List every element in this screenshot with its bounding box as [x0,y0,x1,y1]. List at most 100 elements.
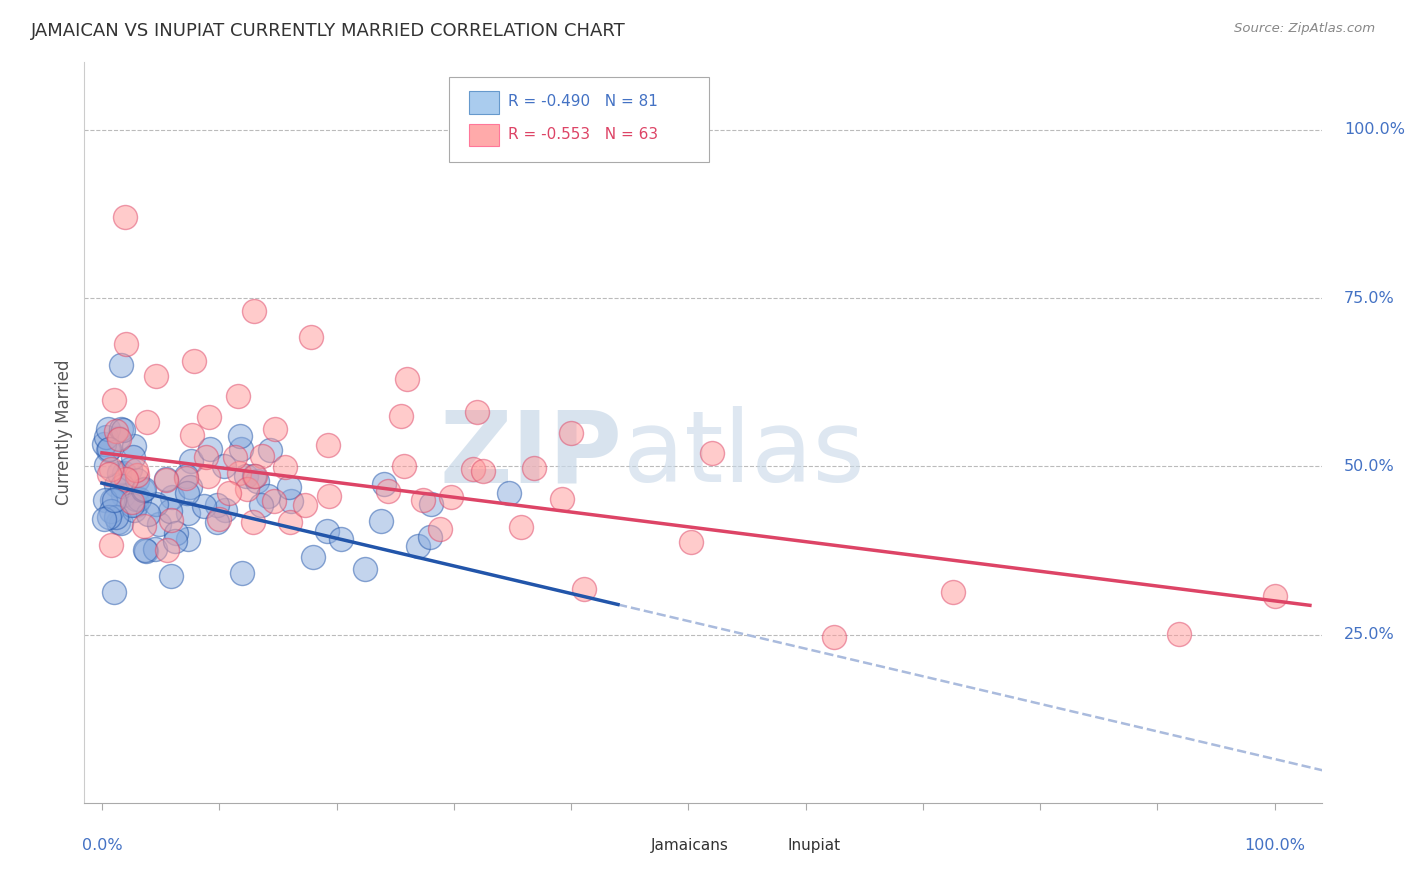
Point [226,389,249,403]
Point [159,569,181,583]
Point [679,535,702,549]
Point [551,492,574,507]
Point [299,330,322,344]
Point [96,458,118,472]
Point [121,495,143,509]
Text: 75.0%: 75.0% [1344,291,1395,305]
Point [165,534,187,549]
Point [406,540,429,554]
Point [108,432,131,446]
Text: 50.0%: 50.0% [1344,458,1395,474]
Point [97,422,120,436]
Point [100,538,122,552]
Point [107,515,129,529]
Point [96,430,118,444]
Point [103,585,125,599]
FancyBboxPatch shape [470,91,499,113]
Point [125,463,148,477]
Point [205,515,228,529]
Point [574,582,596,596]
Point [218,486,240,500]
Point [280,494,302,508]
Point [510,520,533,534]
Point [132,483,155,497]
Point [107,431,129,445]
Point [1168,626,1191,640]
Point [94,492,117,507]
Point [134,543,156,558]
Point [125,473,148,487]
Point [135,544,157,558]
Point [370,514,392,528]
Point [256,489,278,503]
Point [1264,590,1286,604]
Text: atlas: atlas [623,407,865,503]
Point [229,442,252,456]
Point [121,498,143,512]
Point [165,526,187,541]
Point [98,467,121,482]
Point [112,466,135,480]
Point [377,483,399,498]
Point [461,462,484,476]
Point [111,488,134,502]
Point [250,449,273,463]
Text: JAMAICAN VS INUPIAT CURRENTLY MARRIED CORRELATION CHART: JAMAICAN VS INUPIAT CURRENTLY MARRIED CO… [31,22,626,40]
Point [197,469,219,483]
Point [941,584,963,599]
Point [440,490,463,504]
Point [316,524,339,538]
Point [224,450,246,464]
Point [114,211,136,225]
Point [125,491,148,506]
Point [302,550,325,565]
Point [104,424,127,438]
Point [179,480,201,494]
Point [143,541,166,556]
Point [145,497,167,511]
Point [242,515,264,529]
Point [318,489,340,503]
Point [274,460,297,475]
Point [111,423,134,437]
Point [354,562,377,576]
FancyBboxPatch shape [470,124,499,146]
Point [472,464,495,478]
Point [236,482,259,496]
Point [98,509,121,524]
Point [419,497,441,511]
Point [235,469,257,483]
Point [160,513,183,527]
Point [122,439,145,453]
Point [155,473,177,487]
Point [277,480,299,494]
Point [100,462,122,476]
Point [823,630,845,644]
Point [174,469,197,483]
Point [214,458,236,473]
Point [263,494,285,508]
FancyBboxPatch shape [616,837,645,857]
Point [373,477,395,491]
Point [214,503,236,517]
Text: Inupiat: Inupiat [787,838,841,854]
Point [389,409,412,424]
FancyBboxPatch shape [751,837,780,857]
Point [429,522,451,536]
Point [330,532,353,546]
Point [419,529,441,543]
Point [155,473,177,487]
Text: Jamaicans: Jamaicans [651,838,728,854]
Text: Source: ZipAtlas.com: Source: ZipAtlas.com [1234,22,1375,36]
Point [100,492,122,507]
Point [395,372,418,386]
Point [465,405,488,419]
Point [193,499,215,513]
Point [103,392,125,407]
Point [208,512,231,526]
Point [249,499,271,513]
Point [177,532,200,546]
Text: 100.0%: 100.0% [1244,838,1305,854]
Point [110,422,132,436]
Point [100,504,122,518]
